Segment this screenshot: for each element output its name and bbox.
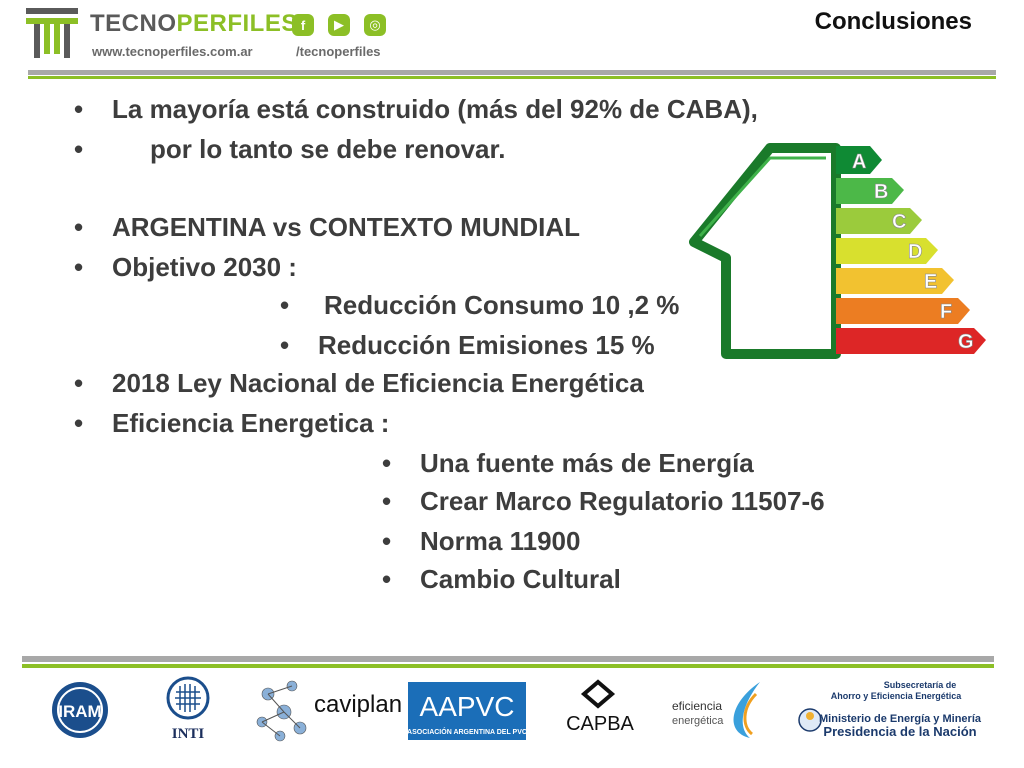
svg-text:Ministerio de Energía y Minerí: Ministerio de Energía y Minería <box>819 713 982 725</box>
footer-divider-grey <box>22 656 994 662</box>
svg-text:CAPBA: CAPBA <box>566 713 634 735</box>
header-divider-grey <box>28 70 996 75</box>
capba-logo: CAPBA <box>566 679 635 735</box>
tecnoperfiles-logo-icon <box>26 8 78 58</box>
svg-text:eficiencia: eficiencia <box>672 699 722 713</box>
bullet-item: • La mayoría está construido (más del 92%… <box>74 94 758 124</box>
eficiencia-energetica-logo: eficiencia energética <box>672 682 760 738</box>
energy-label-c: C <box>892 211 906 233</box>
header-divider-green <box>28 76 996 79</box>
svg-text:AAPVC: AAPVC <box>420 691 515 722</box>
footer-divider-green <box>22 664 994 668</box>
website-url[interactable]: www.tecnoperfiles.com.ar <box>92 44 253 59</box>
iram-logo: IRAM <box>52 682 108 738</box>
bullet-item: • Eficiencia Energetica : <box>74 408 390 438</box>
svg-text:INTI: INTI <box>172 726 205 742</box>
facebook-icon[interactable]: f <box>292 14 314 36</box>
svg-text:ASOCIACIÓN ARGENTINA DEL PVC: ASOCIACIÓN ARGENTINA DEL PVC <box>407 727 527 736</box>
youtube-icon[interactable]: ▶ <box>328 14 350 36</box>
energy-label-e: E <box>924 271 937 293</box>
brand-name: TECNOPERFILES® <box>90 10 306 38</box>
energy-label-a: A <box>852 151 866 173</box>
header: TECNOPERFILES® www.tecnoperfiles.com.ar … <box>0 0 1024 80</box>
energy-label-b: B <box>874 181 888 203</box>
instagram-icon[interactable]: ◎ <box>364 14 386 36</box>
bullet-item: • Reducción Emisiones 15 % <box>280 330 655 360</box>
energy-bars <box>836 146 986 354</box>
bullet-item: • Norma 11900 <box>382 526 581 556</box>
bullet-item: • Una fuente más de Energía <box>382 448 754 478</box>
bullet-item: • 2018 Ley Nacional de Eficiencia Energét… <box>74 368 644 398</box>
energy-label-g: G <box>958 331 974 353</box>
energy-rating-house-illustration: A B C D E F G <box>689 143 986 359</box>
social-handle[interactable]: /tecnoperfiles <box>296 44 381 59</box>
bullet-item: • ARGENTINA vs CONTEXTO MUNDIAL <box>74 212 581 242</box>
section-title: Conclusiones <box>814 8 972 35</box>
svg-text:Presidencia de la Nación: Presidencia de la Nación <box>823 724 976 739</box>
bullet-item: • Reducción Consumo 10 ,2 % <box>280 290 680 320</box>
aapvc-logo: AAPVC ASOCIACIÓN ARGENTINA DEL PVC <box>407 682 527 740</box>
energy-label-f: F <box>940 301 952 323</box>
svg-text:Subsecretaría de: Subsecretaría de <box>884 680 957 690</box>
brand-right: PERFILES <box>176 10 298 37</box>
bullet-item: • Objetivo 2030 : <box>74 252 297 282</box>
energy-label-d: D <box>908 241 922 263</box>
brand-left: TECNO <box>90 10 177 37</box>
bullet-item: • Cambio Cultural <box>382 564 621 594</box>
ministerio-energia-logo: Subsecretaría de Ahorro y Eficiencia Ene… <box>798 680 982 739</box>
caviplan-logo: caviplan <box>256 680 402 742</box>
bullet-item: • por lo tanto se debe renovar. <box>74 134 506 164</box>
svg-text:IRAM: IRAM <box>58 702 101 721</box>
svg-text:Ahorro y Eficiencia Energética: Ahorro y Eficiencia Energética <box>831 691 963 701</box>
footer-partner-logos: IRAM INTI caviplan AAPVC ASOCIACIÓN ARGE… <box>52 676 982 742</box>
inti-logo: INTI <box>166 676 210 742</box>
bullet-item: • Crear Marco Regulatorio 11507-6 <box>382 486 825 516</box>
social-icons: f ▶ ◎ <box>292 14 386 36</box>
svg-text:caviplan: caviplan <box>314 691 402 718</box>
svg-text:energética: energética <box>672 715 724 727</box>
